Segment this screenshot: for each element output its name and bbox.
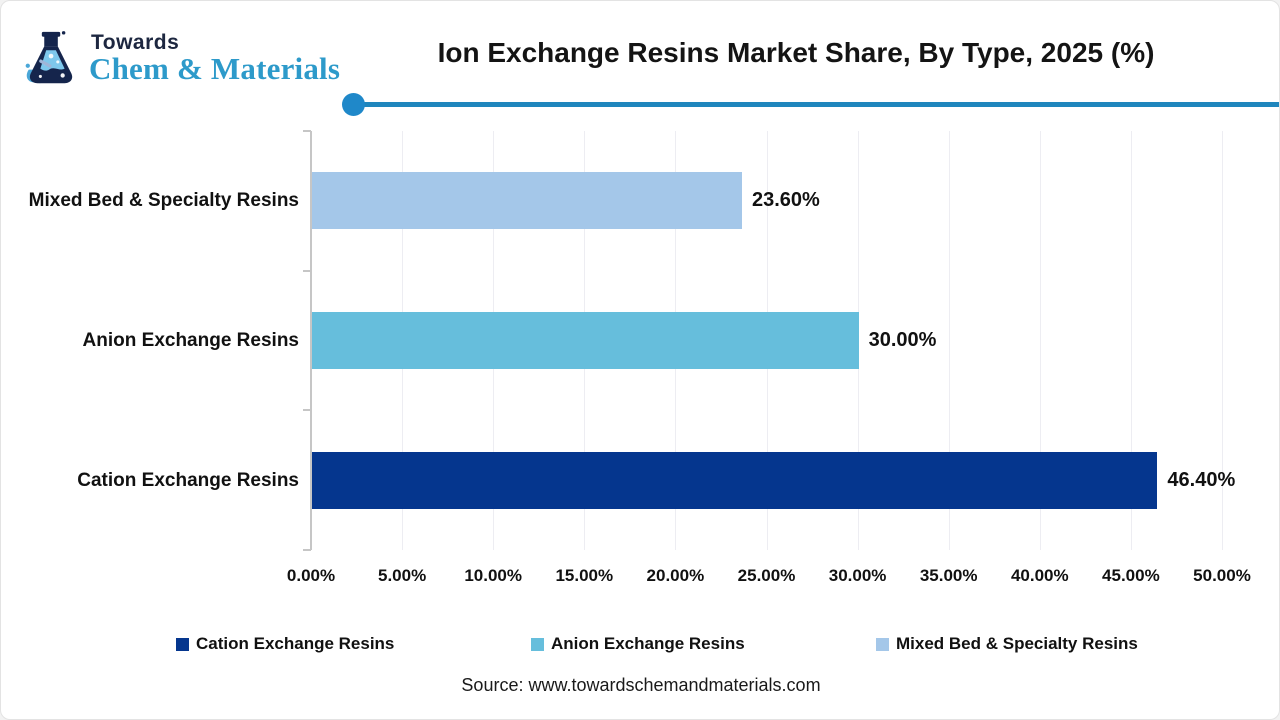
x-axis-tick-label: 20.00% xyxy=(646,566,705,585)
x-axis-tick-label: 5.00% xyxy=(377,566,427,585)
bar-cation-exchange-resins[interactable] xyxy=(312,451,1158,509)
title-underline-dot-icon xyxy=(342,93,365,116)
legend-label: Anion Exchange Resins xyxy=(551,634,745,653)
legend-swatch-icon xyxy=(531,637,544,651)
gridline xyxy=(1222,131,1223,550)
gridline xyxy=(1130,131,1132,550)
source-attribution: Source: www.towardschemandmaterials.com xyxy=(461,675,821,695)
x-axis-tick-label: 30.00% xyxy=(828,566,887,585)
x-axis-tick-label: 50.00% xyxy=(1193,566,1251,585)
gridline xyxy=(948,131,950,550)
bar-mixed-bed-specialty-resins[interactable] xyxy=(312,172,742,230)
flask-icon xyxy=(25,31,73,84)
y-axis-tick xyxy=(303,549,311,551)
y-axis-tick xyxy=(303,269,311,272)
y-axis-line xyxy=(310,131,312,550)
category-label: Mixed Bed & Specialty Resins xyxy=(28,190,299,212)
chart-legend: Cation Exchange Resins Anion Exchange Res… xyxy=(1,633,1279,657)
x-axis-tick-label: 45.00% xyxy=(1102,566,1160,585)
legend-item-mixed-bed-specialty-resins[interactable]: Mixed Bed & Specialty Resins xyxy=(876,633,1138,655)
legend-item-cation-exchange-resins[interactable]: Cation Exchange Resins xyxy=(176,633,394,655)
legend-item-anion-exchange-resins[interactable]: Anion Exchange Resins xyxy=(531,633,745,655)
category-label: Cation Exchange Resins xyxy=(77,469,299,491)
title-underline-rule xyxy=(353,102,1279,107)
chart-title: Ion Exchange Resins Market Share, By Typ… xyxy=(437,37,1155,68)
gridline xyxy=(1039,131,1041,550)
category-label: Anion Exchange Resins xyxy=(82,330,299,351)
x-axis-tick-label: 0.00% xyxy=(286,566,336,585)
bar-value-label: 30.00% xyxy=(868,329,937,351)
legend-swatch-icon xyxy=(876,637,889,651)
y-axis-tick xyxy=(303,409,311,412)
bar-value-label: 23.60% xyxy=(751,189,820,212)
x-axis-tick-label: 35.00% xyxy=(919,566,978,585)
x-axis-tick-label: 25.00% xyxy=(737,566,796,585)
y-axis-tick xyxy=(303,130,311,132)
x-axis-tick-label: 40.00% xyxy=(1010,566,1069,585)
brand-name-towards: Towards xyxy=(91,31,180,54)
bar-value-label: 46.40% xyxy=(1167,468,1236,491)
legend-label: Cation Exchange Resins xyxy=(196,634,395,653)
brand-logo: Towards Chem & Materials xyxy=(19,25,349,91)
x-axis-tick-label: 10.00% xyxy=(464,566,523,585)
brand-name-chem-materials: Chem & Materials xyxy=(89,51,341,86)
bar-anion-exchange-resins[interactable] xyxy=(312,312,859,369)
legend-label: Mixed Bed & Specialty Resins xyxy=(896,634,1138,653)
x-axis-tick-label: 15.00% xyxy=(555,566,614,585)
legend-swatch-icon xyxy=(176,637,189,651)
